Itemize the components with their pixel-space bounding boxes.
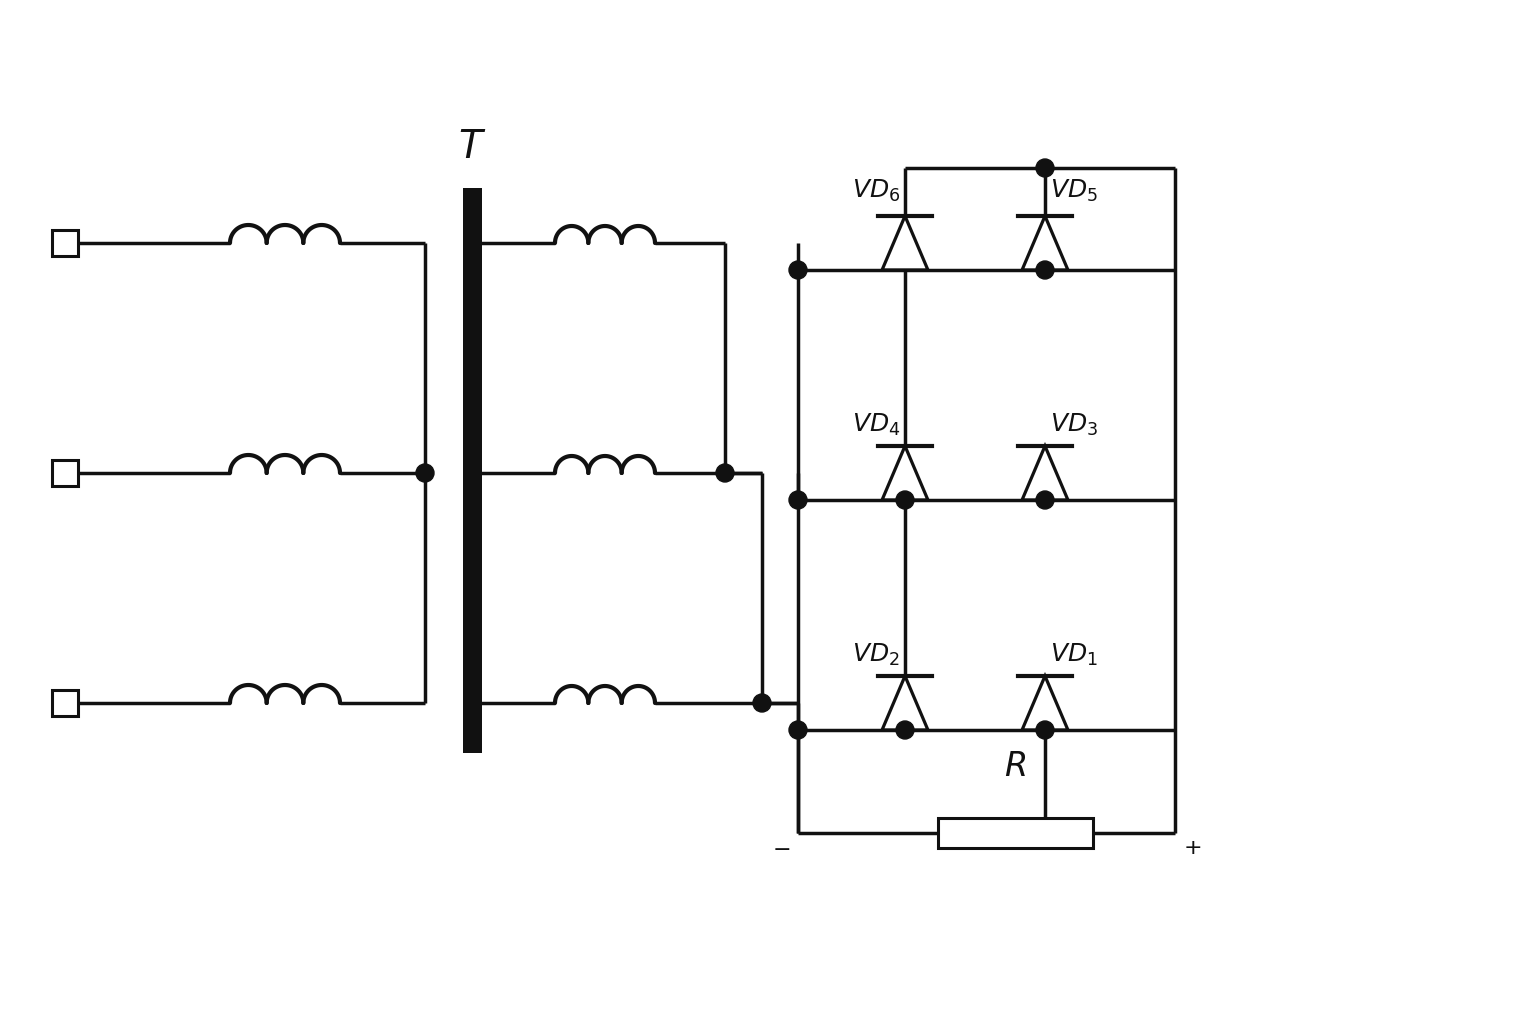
Bar (52, 690, 78, 716)
Text: $\mathit{VD}_2$: $\mathit{VD}_2$ (852, 641, 900, 668)
Circle shape (753, 694, 771, 712)
Circle shape (895, 721, 914, 739)
Text: $\mathit{VD}_6$: $\mathit{VD}_6$ (852, 178, 900, 204)
Circle shape (1036, 261, 1055, 279)
Circle shape (1036, 491, 1055, 509)
Bar (52, 230, 78, 256)
Text: $\mathit{VD}_3$: $\mathit{VD}_3$ (1050, 412, 1098, 438)
Text: $+$: $+$ (1183, 838, 1202, 858)
Text: $-$: $-$ (771, 838, 789, 858)
Circle shape (895, 491, 914, 509)
Text: $\mathit{T}$: $\mathit{T}$ (458, 128, 486, 166)
Bar (938, 818, 1093, 848)
Circle shape (789, 491, 806, 509)
Bar (463, 188, 481, 753)
Circle shape (716, 464, 734, 482)
Text: $\mathit{VD}_1$: $\mathit{VD}_1$ (1050, 641, 1098, 668)
Circle shape (415, 464, 434, 482)
Circle shape (1036, 159, 1055, 177)
Circle shape (789, 721, 806, 739)
Circle shape (1036, 721, 1055, 739)
Text: $\mathit{VD}_5$: $\mathit{VD}_5$ (1050, 178, 1098, 204)
Circle shape (789, 261, 806, 279)
Bar (52, 460, 78, 486)
Text: $\mathit{VD}_4$: $\mathit{VD}_4$ (851, 412, 900, 438)
Text: $\mathit{R}$: $\mathit{R}$ (1004, 750, 1026, 783)
